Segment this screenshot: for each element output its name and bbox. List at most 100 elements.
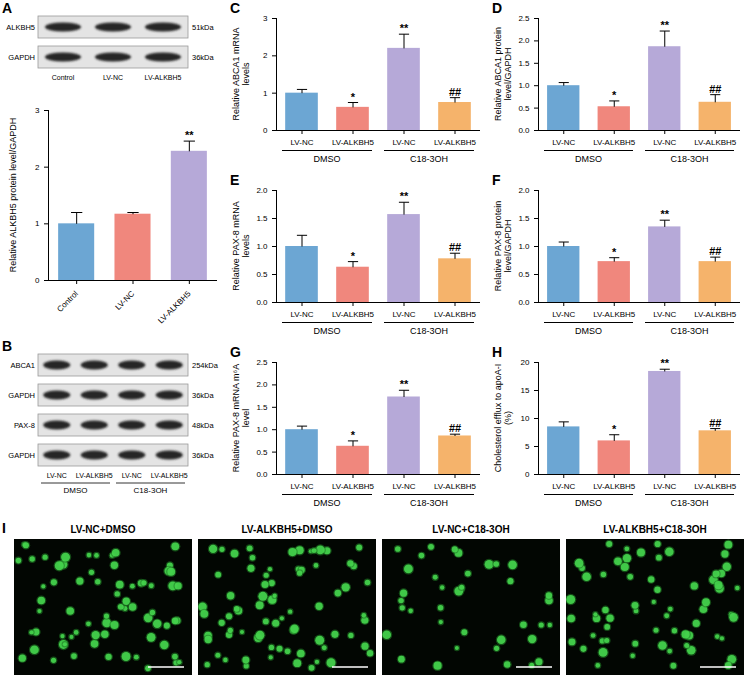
svg-text:3: 3 — [263, 14, 268, 23]
svg-text:##: ## — [709, 83, 721, 95]
svg-text:36kDa: 36kDa — [192, 451, 215, 460]
svg-text:LV-NC: LV-NC — [103, 74, 123, 81]
svg-text:*: * — [351, 429, 356, 441]
svg-text:1.5: 1.5 — [518, 59, 530, 68]
svg-text:2.0: 2.0 — [518, 186, 530, 195]
svg-text:ABCA1: ABCA1 — [10, 361, 35, 370]
svg-text:LV-NC: LV-NC — [114, 289, 137, 312]
svg-text:2.0: 2.0 — [518, 36, 530, 45]
svg-text:LV-ALKBH5: LV-ALKBH5 — [434, 310, 477, 319]
svg-text:3: 3 — [35, 106, 40, 115]
svg-text:2: 2 — [35, 163, 40, 172]
svg-text:**: ** — [185, 129, 194, 141]
svg-text:1.5: 1.5 — [256, 214, 268, 223]
svg-text:PAX-8: PAX-8 — [14, 421, 35, 430]
svg-text:2.5: 2.5 — [518, 14, 530, 23]
svg-text:##: ## — [449, 422, 461, 434]
svg-text:LV-ALKBH5: LV-ALKBH5 — [694, 310, 737, 319]
svg-text:LV-ALKBH5: LV-ALKBH5 — [694, 138, 737, 147]
svg-text:LV-NC: LV-NC — [653, 138, 676, 147]
svg-text:LV-ALKBH5: LV-ALKBH5 — [694, 482, 737, 491]
svg-text:LV-ALKBH5: LV-ALKBH5 — [76, 472, 113, 479]
svg-text:0.5: 0.5 — [518, 270, 530, 279]
svg-text:0: 0 — [263, 126, 268, 135]
svg-text:LV-NC: LV-NC — [552, 310, 575, 319]
svg-text:LV-NC: LV-NC — [291, 310, 314, 319]
svg-text:LV-ALKBH5: LV-ALKBH5 — [332, 310, 375, 319]
svg-text:DMSO: DMSO — [64, 486, 88, 495]
svg-text:LV-NC: LV-NC — [552, 138, 575, 147]
svg-text:254kDa: 254kDa — [192, 361, 219, 370]
svg-text:5: 5 — [525, 442, 530, 451]
svg-text:2.0: 2.0 — [256, 186, 268, 195]
svg-text:LV-NC: LV-NC — [291, 138, 314, 147]
svg-text:0: 0 — [525, 470, 530, 479]
svg-text:36kDa: 36kDa — [192, 53, 215, 62]
svg-text:2: 2 — [263, 51, 268, 60]
svg-text:ALKBH5: ALKBH5 — [6, 23, 35, 32]
svg-text:**: ** — [400, 190, 409, 202]
svg-text:LV-NC: LV-NC — [552, 482, 575, 491]
svg-text:1.0: 1.0 — [256, 242, 268, 251]
svg-text:0.5: 0.5 — [256, 270, 268, 279]
svg-text:0.0: 0.0 — [518, 298, 530, 307]
svg-text:*: * — [351, 250, 356, 262]
svg-text:LV-ALKBH5: LV-ALKBH5 — [593, 310, 636, 319]
svg-text:LV-NC: LV-NC — [393, 138, 416, 147]
svg-text:1.0: 1.0 — [256, 425, 268, 434]
svg-text:LV-NC: LV-NC — [393, 310, 416, 319]
svg-text:0.0: 0.0 — [256, 470, 268, 479]
svg-text:**: ** — [660, 19, 669, 31]
svg-text:##: ## — [709, 417, 721, 429]
svg-text:##: ## — [709, 245, 721, 257]
svg-text:LV-NC: LV-NC — [393, 482, 416, 491]
svg-text:LV-ALKBH5: LV-ALKBH5 — [593, 138, 636, 147]
svg-text:##: ## — [449, 86, 461, 98]
svg-text:*: * — [612, 423, 617, 435]
svg-text:0: 0 — [35, 276, 40, 285]
svg-text:1: 1 — [35, 219, 40, 228]
svg-text:LV-ALKBH5: LV-ALKBH5 — [145, 74, 182, 81]
svg-text:1.5: 1.5 — [518, 214, 530, 223]
svg-text:LV-NC: LV-NC — [291, 482, 314, 491]
svg-text:LV-NC: LV-NC — [653, 482, 676, 491]
svg-text:LV-ALKBH5: LV-ALKBH5 — [332, 482, 375, 491]
svg-text:15: 15 — [521, 386, 530, 395]
svg-text:1.5: 1.5 — [256, 403, 268, 412]
svg-text:1.0: 1.0 — [518, 81, 530, 90]
svg-text:LV-NC: LV-NC — [47, 472, 67, 479]
svg-text:*: * — [612, 246, 617, 258]
svg-text:20: 20 — [521, 358, 530, 367]
svg-text:48kDa: 48kDa — [192, 421, 215, 430]
svg-text:LV-ALKBH5: LV-ALKBH5 — [151, 472, 188, 479]
svg-text:LV-NC: LV-NC — [122, 472, 142, 479]
svg-text:10: 10 — [521, 414, 530, 423]
svg-text:1: 1 — [263, 89, 268, 98]
svg-text:LV-ALKBH5: LV-ALKBH5 — [434, 138, 477, 147]
svg-text:0.5: 0.5 — [256, 448, 268, 457]
svg-text:51kDa: 51kDa — [192, 23, 215, 32]
svg-text:36kDa: 36kDa — [192, 391, 215, 400]
svg-text:LV-NC: LV-NC — [653, 310, 676, 319]
svg-text:GAPDH: GAPDH — [8, 53, 35, 62]
svg-text:C18-3OH: C18-3OH — [134, 486, 168, 495]
svg-text:LV-ALKBH5: LV-ALKBH5 — [332, 138, 375, 147]
svg-text:0.5: 0.5 — [518, 104, 530, 113]
svg-text:0.0: 0.0 — [256, 298, 268, 307]
svg-text:**: ** — [400, 378, 409, 390]
svg-text:Control: Control — [52, 74, 75, 81]
svg-text:2.5: 2.5 — [256, 358, 268, 367]
svg-text:Control: Control — [55, 289, 80, 314]
svg-text:**: ** — [660, 357, 669, 369]
svg-text:2.0: 2.0 — [256, 380, 268, 389]
svg-text:GAPDH: GAPDH — [8, 391, 35, 400]
svg-text:0.0: 0.0 — [518, 126, 530, 135]
svg-text:**: ** — [660, 208, 669, 220]
svg-text:*: * — [351, 91, 356, 103]
svg-text:LV-ALKBH5: LV-ALKBH5 — [593, 482, 636, 491]
svg-text:##: ## — [449, 241, 461, 253]
svg-text:*: * — [612, 89, 617, 101]
svg-text:1.0: 1.0 — [518, 242, 530, 251]
svg-text:**: ** — [400, 22, 409, 34]
svg-text:GAPDH: GAPDH — [8, 451, 35, 460]
